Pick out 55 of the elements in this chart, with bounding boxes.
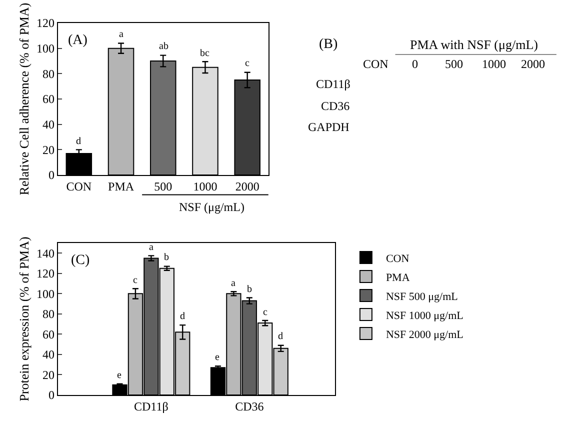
y-tick-label: 80 [42,307,54,322]
y-tick-label: 0 [48,388,54,402]
category-label: CD11β [316,77,350,91]
x-tick-label: CON [66,179,92,194]
text: (A) [68,33,88,48]
data-label: e [117,370,122,381]
y-tick-label: 20 [42,368,54,382]
data-label: a [231,278,236,289]
data-label: d [76,136,81,147]
legend-label: NSF 1000 μg/mL [386,310,464,322]
data-label: a [149,242,154,253]
legend-label: NSF 2000 μg/mL [386,328,464,341]
category-label: CD36 [321,99,350,113]
data-label: c [245,58,250,69]
legend-label: CON [386,252,410,265]
data-label: bc [200,48,210,59]
y-axis-title: Relative Cell adherence (% of PMA) [16,2,32,196]
text: (C) [71,253,90,268]
y-tick-label: 100 [36,286,54,301]
data-label: d [180,311,185,322]
text: PMA with NSF (μg/mL) [410,37,538,52]
data-label: a [119,29,124,40]
y-tick-label: 140 [36,246,54,260]
category-label: 0 [412,57,418,71]
category-label: 2000 [521,57,545,71]
data-label: b [247,284,252,295]
x-tick-label: 500 [154,179,172,194]
category-label: CON [363,57,389,71]
legend-label: NSF 500 μg/mL [386,290,458,303]
data-label: d [278,331,283,342]
y-tick-label: 20 [42,142,54,157]
text: (B) [319,37,338,52]
x-tick-label: PMA [108,179,134,194]
y-tick-label: 60 [42,327,54,342]
x-tick-label: 2000 [235,179,260,194]
category-label: GAPDH [308,120,350,134]
x-tick-label: 1000 [193,179,218,194]
y-tick-label: 40 [42,118,54,132]
data-label: b [164,252,169,263]
y-axis-title: Protein expression (% of PMA) [16,236,32,402]
y-tick-label: 120 [36,266,54,281]
data-label: c [263,307,268,318]
y-tick-label: 0 [48,168,54,182]
y-tick-label: 120 [36,16,54,30]
data-label: e [215,352,220,363]
data-label: c [133,275,138,286]
data-label: ab [159,41,168,52]
text: NSF (μg/mL) [179,200,244,214]
category-label: 1000 [482,57,506,71]
y-tick-label: 80 [42,66,54,81]
legend-label: PMA [386,272,410,284]
y-tick-label: 100 [36,42,54,56]
category-label: 500 [445,57,463,71]
y-tick-label: 40 [42,348,54,362]
y-tick-label: 60 [42,92,54,106]
